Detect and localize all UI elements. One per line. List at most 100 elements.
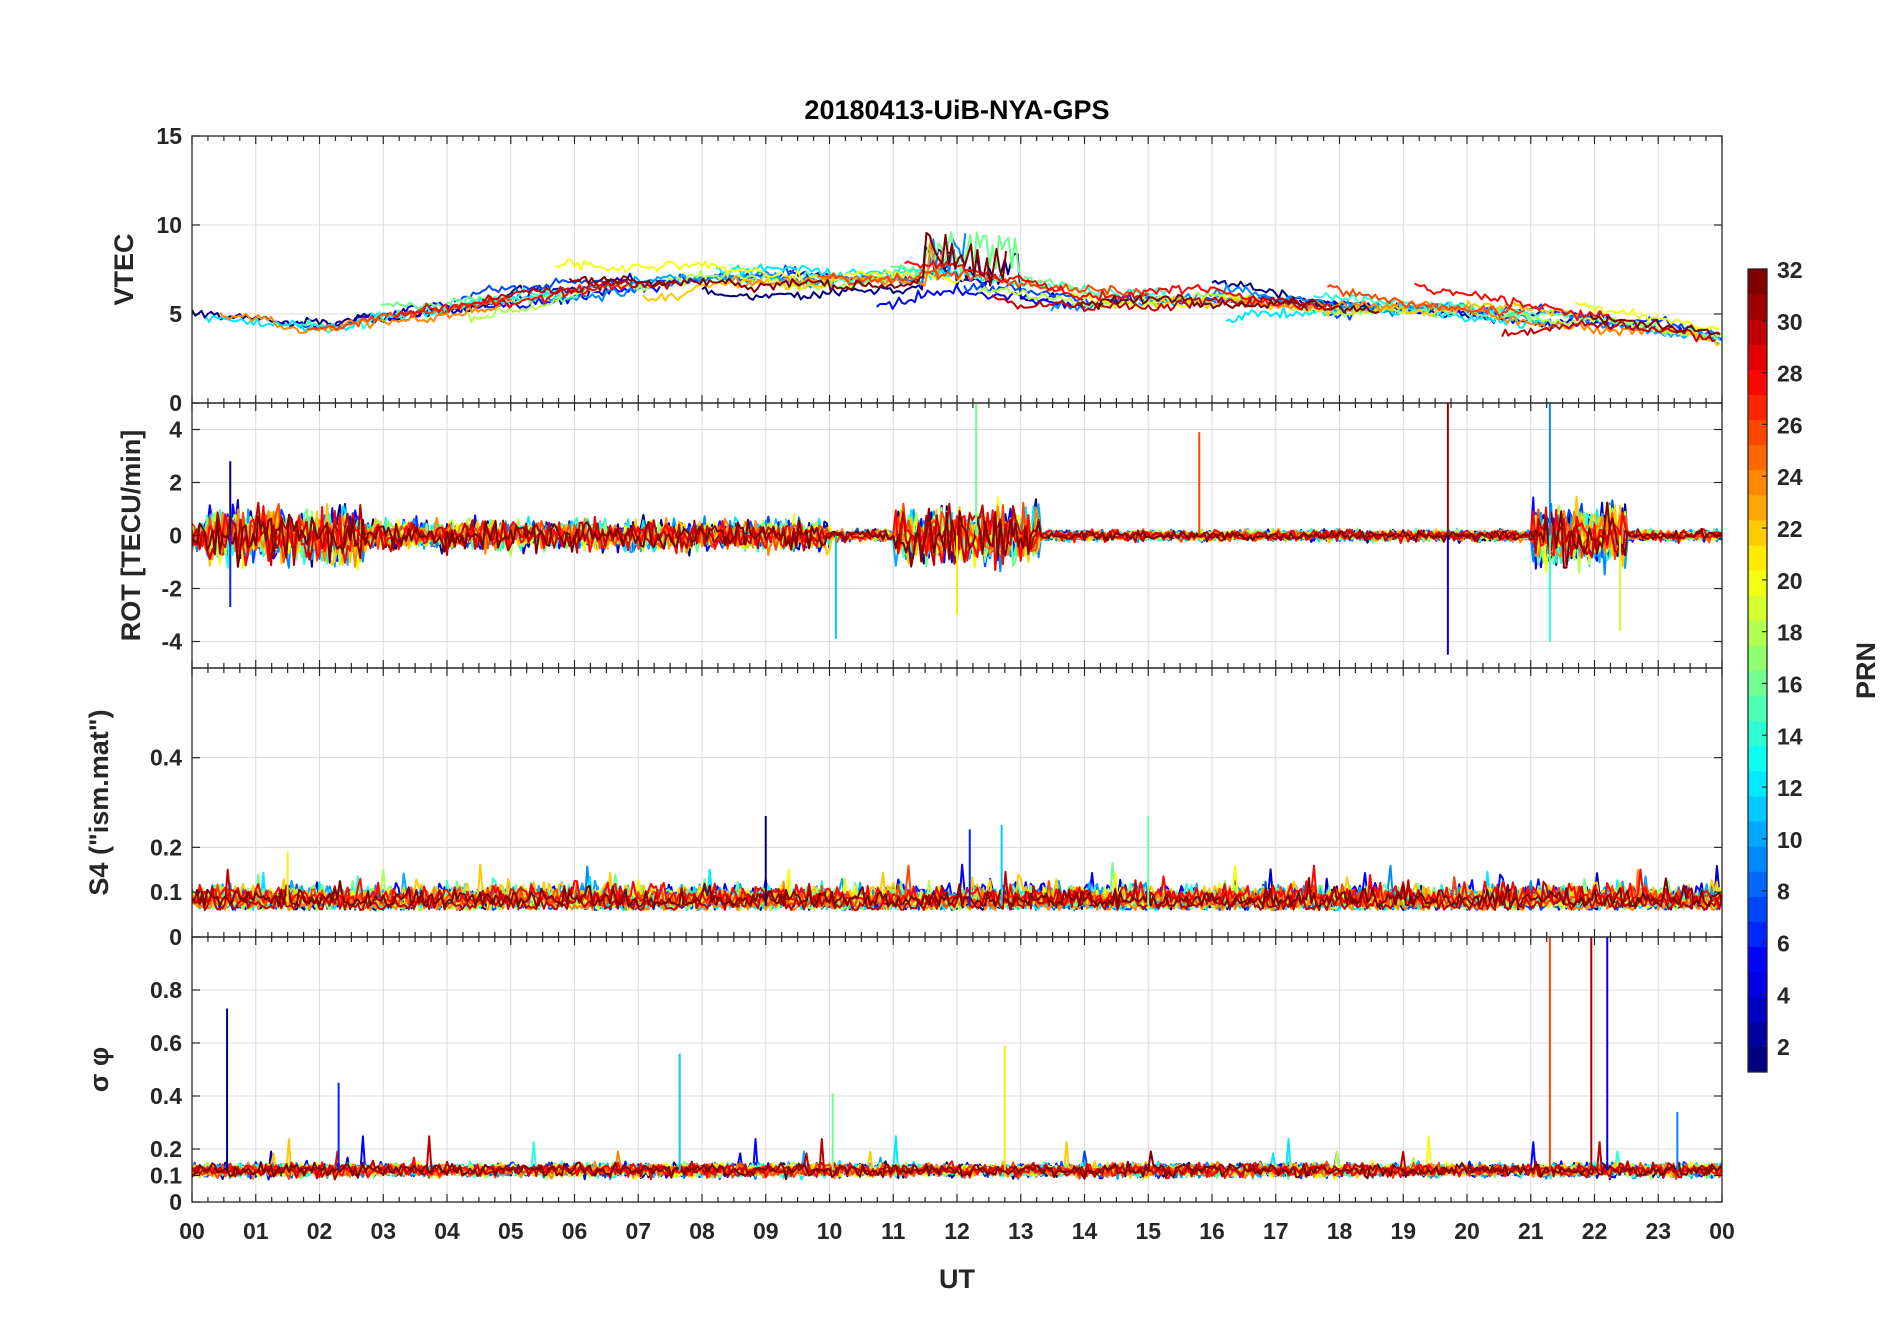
- colorbar-label: PRN: [1851, 642, 1881, 699]
- colorbar-bin: [1748, 419, 1767, 446]
- colorbar-bin: [1748, 269, 1767, 295]
- vtec-trace: [1078, 294, 1380, 314]
- colorbar-bin: [1748, 1021, 1767, 1048]
- y-tick-label: 0.4: [150, 745, 182, 771]
- x-tick-label: 06: [562, 1218, 588, 1244]
- colorbar-tick-label: 12: [1777, 775, 1803, 801]
- x-tick-label: 22: [1582, 1218, 1608, 1244]
- colorbar-bin: [1748, 770, 1767, 797]
- vtec-trace: [991, 294, 1309, 313]
- panel-s4: 0 0.1 0.2 0.4 S4 ("ism.mat"): [84, 667, 1723, 950]
- colorbar-bin: [1748, 344, 1767, 370]
- vtec-trace: [1414, 282, 1610, 322]
- colorbar-tick-label: 22: [1777, 516, 1803, 542]
- chart-title: 20180413-UiB-NYA-GPS: [804, 95, 1109, 125]
- x-tick-label: 17: [1263, 1218, 1289, 1244]
- colorbar-frame: [1747, 268, 1768, 1073]
- colorbar-bin: [1748, 1046, 1767, 1073]
- y-tick-label: 0: [169, 924, 182, 950]
- panel-rot: -4 -2 0 2 4 ROT [TECU/min]: [116, 402, 1723, 669]
- colorbar-bin: [1748, 946, 1767, 973]
- colorbar-tick-label: 2: [1777, 1034, 1790, 1060]
- colorbar-tick-label: 32: [1777, 257, 1803, 283]
- colorbar-tick-label: 28: [1777, 361, 1803, 387]
- y-tick-label: 4: [169, 417, 182, 443]
- colorbar-tick-label: 4: [1777, 982, 1790, 1008]
- colorbar-bin: [1748, 896, 1767, 922]
- panel-sigma_phi: 00.10.2 0.4 0.6 0.8 σ φ: [84, 936, 1723, 1215]
- panel-vtec: 0 5 10 15 VTEC: [109, 123, 1723, 416]
- x-tick-label: 16: [1199, 1218, 1225, 1244]
- colorbar-bin: [1748, 519, 1767, 546]
- vtec-trace: [1501, 319, 1716, 343]
- y-tick-label: 15: [156, 123, 182, 149]
- colorbar-bin: [1748, 795, 1767, 822]
- colorbar-bin: [1748, 821, 1767, 847]
- colorbar-bin: [1748, 670, 1767, 697]
- y-axis-label: σ φ: [84, 1047, 114, 1092]
- x-axis-label: UT: [939, 1264, 975, 1294]
- y-tick-label: 0.1: [150, 879, 182, 905]
- vtec-trace: [641, 276, 835, 302]
- colorbar-bin: [1748, 595, 1767, 621]
- vtec-trace: [977, 286, 1409, 318]
- y-tick-label: 0.6: [150, 1030, 182, 1056]
- colorbar-tick-label: 18: [1777, 620, 1803, 646]
- colorbar-tick-label: 8: [1777, 879, 1790, 905]
- s4-trace: [192, 877, 1722, 908]
- x-tick-label: 00: [179, 1218, 205, 1244]
- colorbar-bin: [1748, 971, 1767, 998]
- vtec-trace: [568, 231, 1008, 294]
- colorbar-tick-label: 14: [1777, 723, 1803, 749]
- x-tick-label: 00: [1709, 1218, 1735, 1244]
- x-tick-label: 04: [434, 1218, 460, 1244]
- y-tick-label: -2: [162, 576, 182, 602]
- colorbar-bin: [1748, 394, 1767, 421]
- colorbar-bin: [1748, 720, 1767, 747]
- colorbar-bin: [1748, 294, 1767, 320]
- y-tick-label: 0.8: [150, 977, 182, 1003]
- x-tick-label: 02: [307, 1218, 333, 1244]
- colorbar-bin: [1748, 469, 1767, 496]
- x-tick-label: 12: [944, 1218, 970, 1244]
- colorbar-bin: [1748, 369, 1767, 395]
- traces-sigma_phi: [192, 1135, 1722, 1181]
- x-tick-label: 07: [625, 1218, 651, 1244]
- colorbar-bin: [1748, 620, 1767, 646]
- x-tick-label: 21: [1518, 1218, 1544, 1244]
- colorbar-bin: [1748, 996, 1767, 1023]
- vtec-trace: [1487, 306, 1722, 338]
- colorbar-tick-label: 10: [1777, 827, 1803, 853]
- y-tick-label: 0.1: [150, 1163, 182, 1189]
- vtec-trace: [1326, 284, 1526, 318]
- y-tick-label: 0: [169, 390, 182, 416]
- sigma_phi-trace: [192, 1150, 1722, 1181]
- x-tick-label: 15: [1135, 1218, 1161, 1244]
- y-axis-label: VTEC: [109, 233, 139, 305]
- x-tick-label: 01: [243, 1218, 269, 1244]
- y-axis-label: S4 ("ism.mat"): [84, 709, 114, 895]
- colorbar-tick-label: 16: [1777, 671, 1803, 697]
- y-tick-label: 2: [169, 470, 182, 496]
- s4-trace: [192, 868, 1722, 912]
- colorbar-bin: [1748, 444, 1767, 471]
- colorbar-tick-label: 26: [1777, 412, 1803, 438]
- colorbar-bin: [1748, 921, 1767, 948]
- colorbar-bin: [1748, 846, 1767, 872]
- x-tick-label: 08: [689, 1218, 715, 1244]
- colorbar-tick-label: 24: [1777, 464, 1803, 490]
- x-tick-label: 19: [1390, 1218, 1416, 1244]
- vtec-trace: [1661, 327, 1721, 347]
- y-tick-label: 10: [156, 212, 182, 238]
- traces-vtec: [192, 231, 1722, 347]
- y-tick-label: 0: [169, 1189, 182, 1215]
- x-tick-label: 09: [753, 1218, 779, 1244]
- y-tick-label: 0.4: [150, 1083, 182, 1109]
- x-tick-label: 20: [1454, 1218, 1480, 1244]
- x-tick-label: 05: [498, 1218, 524, 1244]
- colorbar-tick-label: 6: [1777, 930, 1790, 956]
- vtec-trace: [394, 281, 628, 318]
